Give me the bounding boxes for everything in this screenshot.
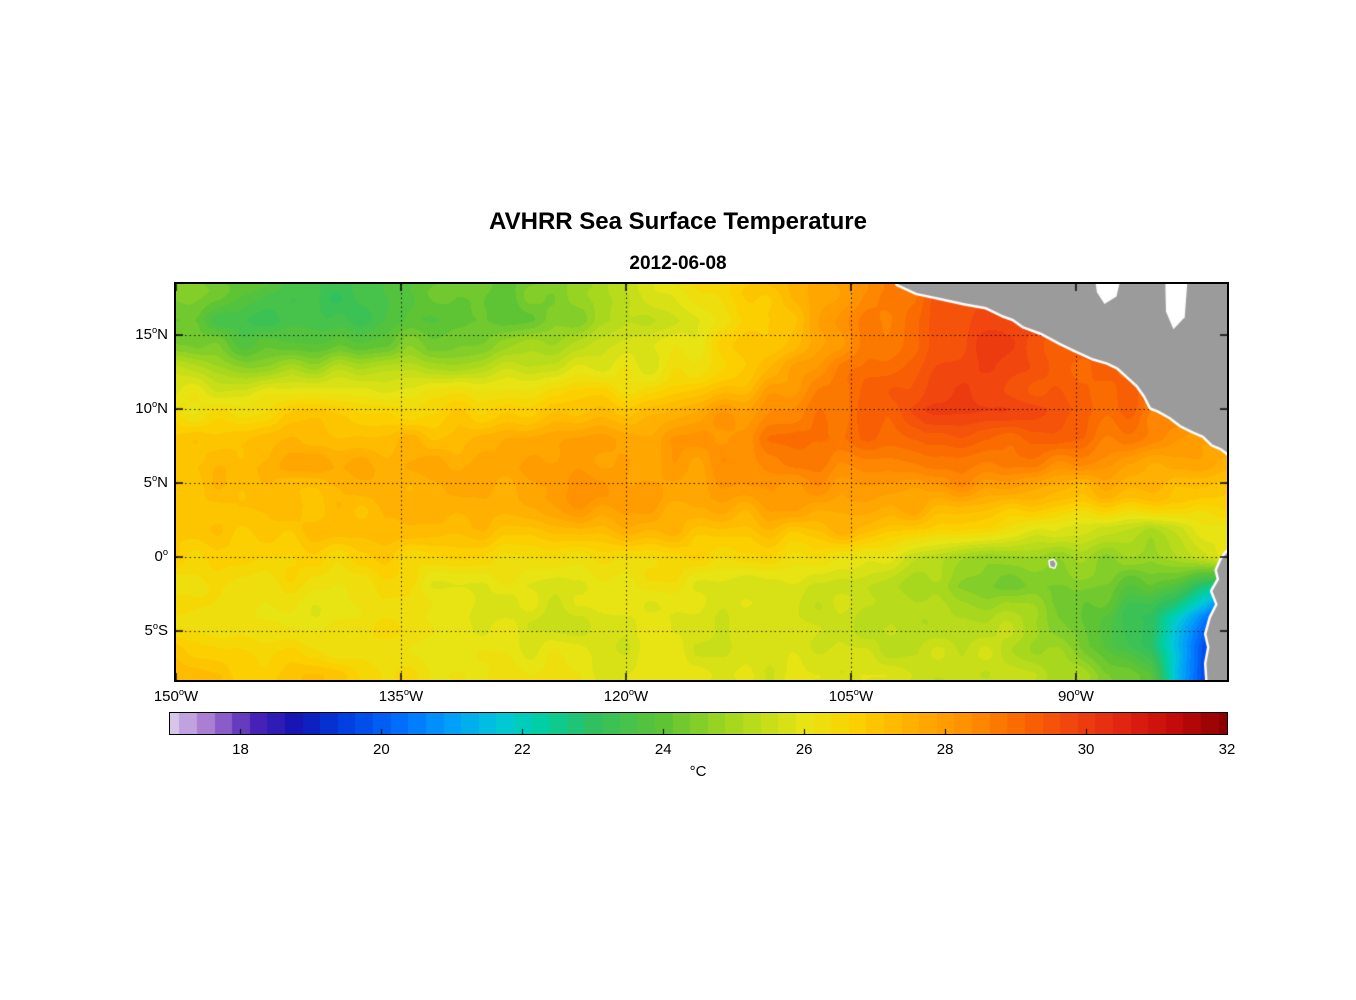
y-tick-label: 10oN bbox=[135, 399, 168, 418]
colorbar-tick-label: 30 bbox=[1077, 741, 1095, 758]
y-tick-label: 5oN bbox=[143, 473, 168, 492]
colorbar bbox=[169, 712, 1228, 735]
x-tick-label: 150oW bbox=[153, 687, 199, 705]
y-tick-label: 15oN bbox=[135, 325, 168, 344]
plot-subtitle: 2012-06-08 bbox=[629, 253, 727, 274]
x-tick-label: 90oW bbox=[1057, 687, 1094, 705]
x-tick-label: 105oW bbox=[828, 687, 874, 705]
x-tick-label: 120oW bbox=[603, 687, 649, 705]
y-tick-label: 5oS bbox=[144, 621, 168, 640]
plot-title: AVHRR Sea Surface Temperature bbox=[489, 208, 867, 235]
map-axes bbox=[174, 282, 1229, 682]
colorbar-canvas bbox=[170, 713, 1227, 734]
colorbar-tick-label: 20 bbox=[373, 741, 390, 758]
colorbar-unit-label: °C bbox=[689, 763, 707, 780]
colorbar-tick-label: 32 bbox=[1218, 741, 1236, 758]
colorbar-tick-label: 18 bbox=[232, 741, 249, 758]
y-tick-label: 0o bbox=[154, 547, 168, 566]
colorbar-tick-label: 22 bbox=[513, 741, 531, 758]
colorbar-tick-label: 26 bbox=[795, 741, 813, 758]
x-tick-label: 135oW bbox=[378, 687, 424, 705]
sst-map-canvas bbox=[176, 284, 1227, 680]
colorbar-tick-label: 28 bbox=[936, 741, 954, 758]
colorbar-tick-label: 24 bbox=[654, 741, 672, 758]
